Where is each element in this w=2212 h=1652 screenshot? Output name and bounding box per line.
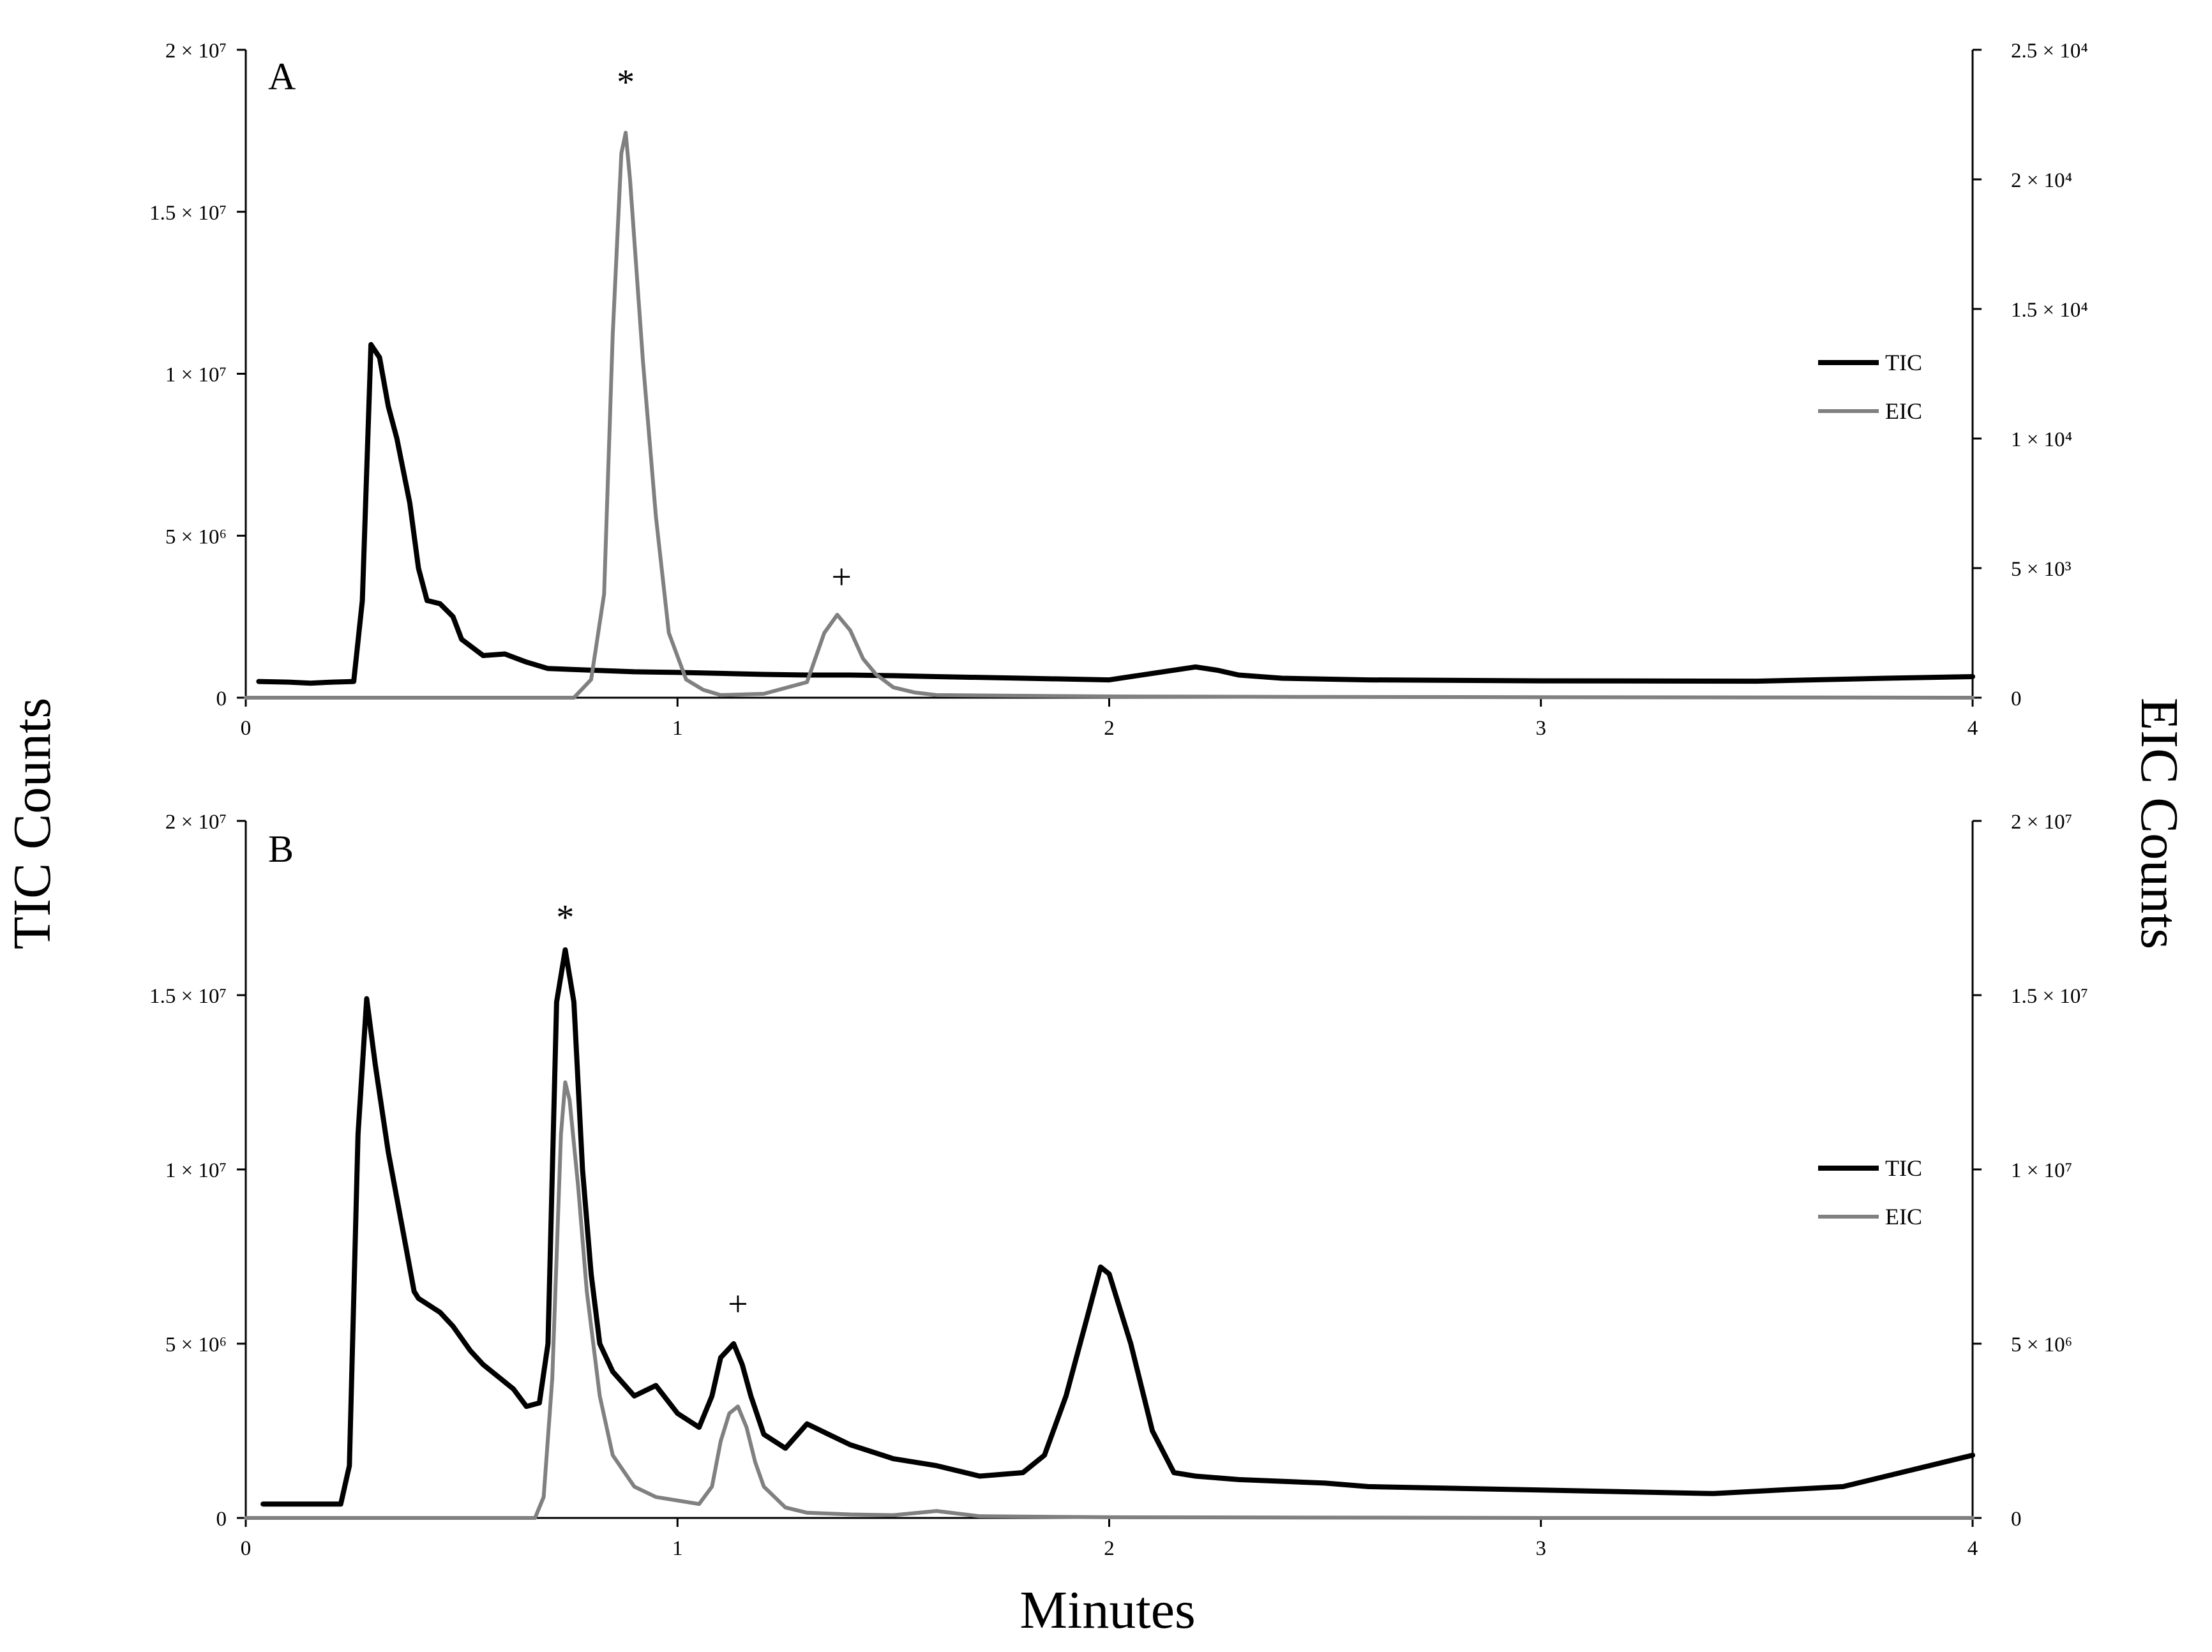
x-axis-title: Minutes <box>1019 1581 1195 1640</box>
tic-legend-label: TIC <box>1885 350 1922 375</box>
peak-annotation: + <box>831 557 852 597</box>
left-y-tick-label: 0 <box>216 1508 227 1531</box>
x-tick-label: 0 <box>241 1537 252 1560</box>
right-y-tick-label: 2.5 × 10⁴ <box>2011 40 2088 63</box>
right-y-tick-label: 2 × 10⁴ <box>2011 169 2072 192</box>
panel-label: B <box>268 828 294 870</box>
x-tick-label: 2 <box>1104 717 1115 740</box>
eic-legend-label: EIC <box>1885 398 1922 424</box>
eic-series-line <box>244 1080 1975 1520</box>
right-y-tick-label: 1.5 × 10⁴ <box>2011 299 2088 322</box>
x-tick-label: 1 <box>672 717 683 740</box>
right-y-tick-label: 2 × 10⁷ <box>2011 811 2072 834</box>
eic-series-line <box>244 130 1975 700</box>
peak-annotation: * <box>556 897 574 937</box>
right-y-tick-label: 1 × 10⁴ <box>2011 428 2072 451</box>
right-axis-title: EIC Counts <box>2130 698 2189 949</box>
right-y-tick-label: 1.5 × 10⁷ <box>2011 985 2088 1008</box>
tic-series-line <box>256 342 1975 686</box>
x-tick-label: 4 <box>1967 1537 1978 1560</box>
tic-legend-label: TIC <box>1885 1155 1922 1181</box>
peak-annotation: * <box>617 63 635 102</box>
panel-label: A <box>268 56 296 98</box>
left-y-tick-label: 1 × 10⁷ <box>165 364 227 387</box>
x-tick-label: 0 <box>241 717 252 740</box>
x-tick-label: 3 <box>1536 717 1547 740</box>
left-y-tick-label: 1.5 × 10⁷ <box>149 202 227 225</box>
left-y-tick-label: 1.5 × 10⁷ <box>149 985 227 1008</box>
left-axis-title: TIC Counts <box>3 698 62 949</box>
panel-b: 0 1 2 3 4 0 5 × 10⁶ 1 × 10⁷ 1.5 × 10⁷ 2 × 10⁷ 0 5 ×… <box>149 811 2088 1560</box>
right-y-tick-label: 0 <box>2011 1508 2022 1531</box>
left-y-tick-label: 5 × 10⁶ <box>165 1333 227 1356</box>
eic-legend-label: EIC <box>1885 1204 1922 1229</box>
x-tick-label: 3 <box>1536 1537 1547 1560</box>
left-y-tick-label: 5 × 10⁶ <box>165 525 227 548</box>
right-y-tick-label: 0 <box>2011 687 2022 710</box>
tic-series-line <box>260 947 1975 1507</box>
left-y-tick-label: 2 × 10⁷ <box>165 40 227 63</box>
right-y-tick-label: 1 × 10⁷ <box>2011 1159 2072 1182</box>
x-tick-label: 4 <box>1967 717 1978 740</box>
x-tick-label: 2 <box>1104 1537 1115 1560</box>
left-y-tick-label: 1 × 10⁷ <box>165 1159 227 1182</box>
x-tick-label: 1 <box>672 1537 683 1560</box>
panel-a: 0 1 2 3 4 0 5 × 10⁶ 1 × 10⁷ 1.5 × 10⁷ 2 × 10⁷ 0 5 ×… <box>149 40 2088 740</box>
peak-annotation: + <box>728 1284 748 1324</box>
left-y-tick-label: 0 <box>216 687 227 710</box>
right-y-tick-label: 5 × 10⁶ <box>2011 1333 2072 1356</box>
left-y-tick-label: 2 × 10⁷ <box>165 811 227 834</box>
right-y-tick-label: 5 × 10³ <box>2011 558 2072 581</box>
